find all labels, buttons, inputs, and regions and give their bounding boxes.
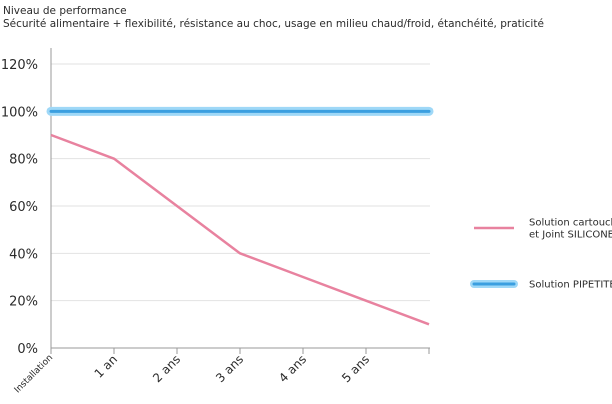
legend-label: et Joint SILICONE xyxy=(529,230,612,241)
y-tick-label: 40% xyxy=(9,247,38,262)
legend-label: Solution PIPETITE xyxy=(529,280,612,291)
chart-subtitle: Sécurité alimentaire + flexibilité, rési… xyxy=(3,18,544,30)
x-tick-label: 3 ans xyxy=(213,352,246,385)
y-tick-label: 0% xyxy=(17,342,38,357)
y-tick-labels: 0% 20% 40% 60% 80% 100% 120% xyxy=(1,58,38,357)
series-1 xyxy=(50,133,430,326)
chart-title: Niveau de performance xyxy=(3,5,127,17)
x-tick-label: 4 ans xyxy=(276,352,309,385)
grid-lines xyxy=(51,63,430,302)
x-tick-label: 1 an xyxy=(92,352,121,381)
legend-item-2: Solution PIPETITE xyxy=(470,280,612,291)
x-tick-label: Installation xyxy=(13,353,55,395)
y-tick-label: 100% xyxy=(1,105,38,120)
y-tick-label: 20% xyxy=(9,295,38,310)
y-tick-label: 120% xyxy=(1,58,38,73)
axes xyxy=(50,48,430,354)
y-tick-label: 80% xyxy=(9,153,38,168)
series-line xyxy=(50,133,430,326)
x-tick-labels: Installation 1 an 2 ans 3 ans 4 ans 5 ans xyxy=(13,352,372,395)
x-tick-label: 2 ans xyxy=(150,352,183,385)
y-tick-label: 60% xyxy=(9,200,38,215)
legend: Solution cartoucheet Joint SILICONESolut… xyxy=(470,218,612,291)
legend-item-1: Solution cartoucheet Joint SILICONE xyxy=(474,218,612,241)
legend-label: Solution cartouche xyxy=(529,218,612,229)
series-lines xyxy=(46,106,434,326)
x-tick-label: 5 ans xyxy=(339,352,372,385)
